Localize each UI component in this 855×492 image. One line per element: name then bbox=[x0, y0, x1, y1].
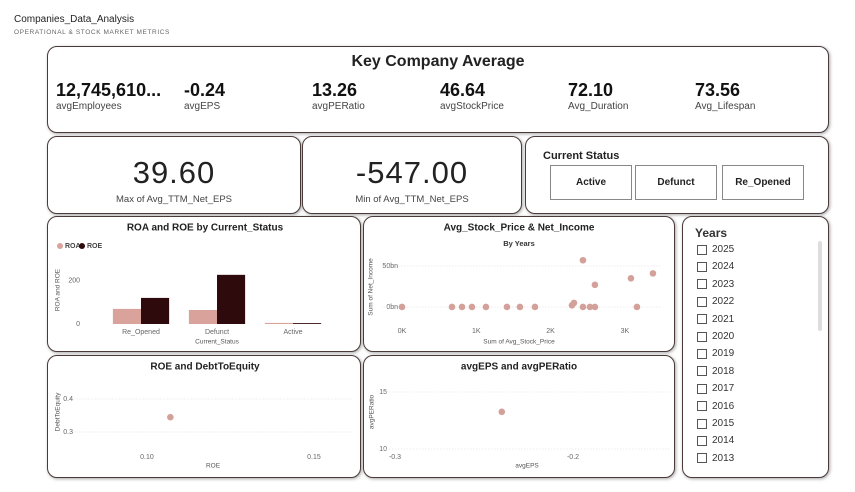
card-value: -547.00 bbox=[355, 155, 469, 190]
kpi-value: 13.26 bbox=[312, 80, 358, 100]
checkbox[interactable] bbox=[697, 296, 707, 307]
year-option[interactable]: 2024 bbox=[697, 261, 734, 272]
year-label: 2022 bbox=[712, 296, 735, 308]
checkbox[interactable] bbox=[697, 348, 707, 359]
checkbox[interactable] bbox=[697, 331, 707, 342]
year-option[interactable]: 2021 bbox=[697, 314, 734, 325]
kpi-label: avgEmployees bbox=[56, 101, 122, 112]
year-label: 2024 bbox=[712, 261, 735, 273]
year-label: 2017 bbox=[712, 383, 735, 395]
scrollbar[interactable] bbox=[818, 241, 822, 331]
card-label: Min of Avg_TTM_Net_EPS bbox=[355, 194, 469, 205]
checkbox[interactable] bbox=[697, 453, 707, 464]
report-title: Companies_Data_Analysis bbox=[14, 14, 135, 25]
status-button[interactable]: Active bbox=[550, 165, 632, 200]
chart-panel bbox=[363, 355, 675, 478]
year-option[interactable]: 2013 bbox=[697, 453, 734, 464]
checkbox[interactable] bbox=[697, 314, 707, 325]
card-value: 39.60 bbox=[132, 155, 216, 190]
min-eps-card: -547.00 Min of Avg_TTM_Net_EPS bbox=[302, 136, 522, 214]
card-label: Max of Avg_TTM_Net_EPS bbox=[116, 194, 232, 205]
year-option[interactable]: 2015 bbox=[697, 418, 734, 429]
year-option[interactable]: 2018 bbox=[697, 366, 734, 377]
year-label: 2013 bbox=[712, 452, 735, 464]
checkbox[interactable] bbox=[697, 261, 707, 272]
kpi-value: 73.56 bbox=[695, 80, 741, 100]
year-label: 2016 bbox=[712, 400, 735, 412]
chart-panel bbox=[47, 355, 361, 478]
year-label: 2015 bbox=[712, 418, 735, 429]
year-option[interactable]: 2017 bbox=[697, 383, 734, 394]
year-option[interactable]: 2023 bbox=[697, 279, 734, 290]
year-option[interactable]: 2016 bbox=[697, 401, 734, 412]
report-subtitle: OPERATIONAL & STOCK MARKET METRICS bbox=[14, 29, 170, 36]
year-label: 2023 bbox=[712, 278, 735, 290]
year-option[interactable]: 2025 bbox=[697, 244, 734, 255]
max-eps-card: 39.60 Max of Avg_TTM_Net_EPS bbox=[47, 136, 301, 214]
kpi-value: 72.10 bbox=[568, 80, 614, 100]
year-option[interactable]: 2014 bbox=[697, 435, 734, 446]
status-slicer: Current Status Active Defunct Re_Opened bbox=[525, 136, 829, 214]
checkbox[interactable] bbox=[697, 244, 707, 255]
kpi-value: 46.64 bbox=[440, 80, 486, 100]
slicer-title: Current Status bbox=[543, 150, 620, 162]
kpi-label: Avg_Duration bbox=[568, 101, 629, 112]
years-slicer: Years 2025 2024 2023 2022 2021 2020 2019 2018 20… bbox=[682, 216, 829, 478]
kpi-value: -0.24 bbox=[184, 80, 226, 100]
checkbox[interactable] bbox=[697, 366, 707, 377]
year-option[interactable]: 2022 bbox=[697, 296, 734, 307]
year-option[interactable]: 2019 bbox=[697, 348, 734, 359]
checkbox[interactable] bbox=[697, 279, 707, 290]
year-label: 2014 bbox=[712, 435, 735, 447]
kpi-label: avgPERatio bbox=[312, 101, 365, 112]
key-average-panel: Key Company Average 12,745,610... avgEmp… bbox=[47, 46, 829, 133]
checkbox[interactable] bbox=[697, 383, 707, 394]
kpi-value: 12,745,610... bbox=[56, 80, 162, 100]
kpi-label: Avg_Lifespan bbox=[695, 101, 756, 112]
year-option[interactable]: 2020 bbox=[697, 331, 734, 342]
year-label: 2019 bbox=[712, 348, 735, 360]
year-label: 2018 bbox=[712, 365, 735, 377]
checkbox[interactable] bbox=[697, 435, 707, 446]
slicer-title: Years bbox=[695, 226, 728, 240]
kpi-label: avgEPS bbox=[184, 101, 221, 112]
year-label: 2021 bbox=[712, 313, 735, 325]
chart-panel bbox=[363, 216, 675, 352]
year-label: 2020 bbox=[712, 331, 735, 342]
status-button[interactable]: Defunct bbox=[635, 165, 717, 200]
panel-title: Key Company Average bbox=[351, 53, 525, 70]
status-button[interactable]: Re_Opened bbox=[722, 165, 804, 200]
checkbox[interactable] bbox=[697, 418, 707, 429]
kpi-label: avgStockPrice bbox=[440, 101, 504, 112]
chart-panel bbox=[47, 216, 361, 352]
checkbox[interactable] bbox=[697, 401, 707, 412]
year-label: 2025 bbox=[712, 244, 735, 255]
